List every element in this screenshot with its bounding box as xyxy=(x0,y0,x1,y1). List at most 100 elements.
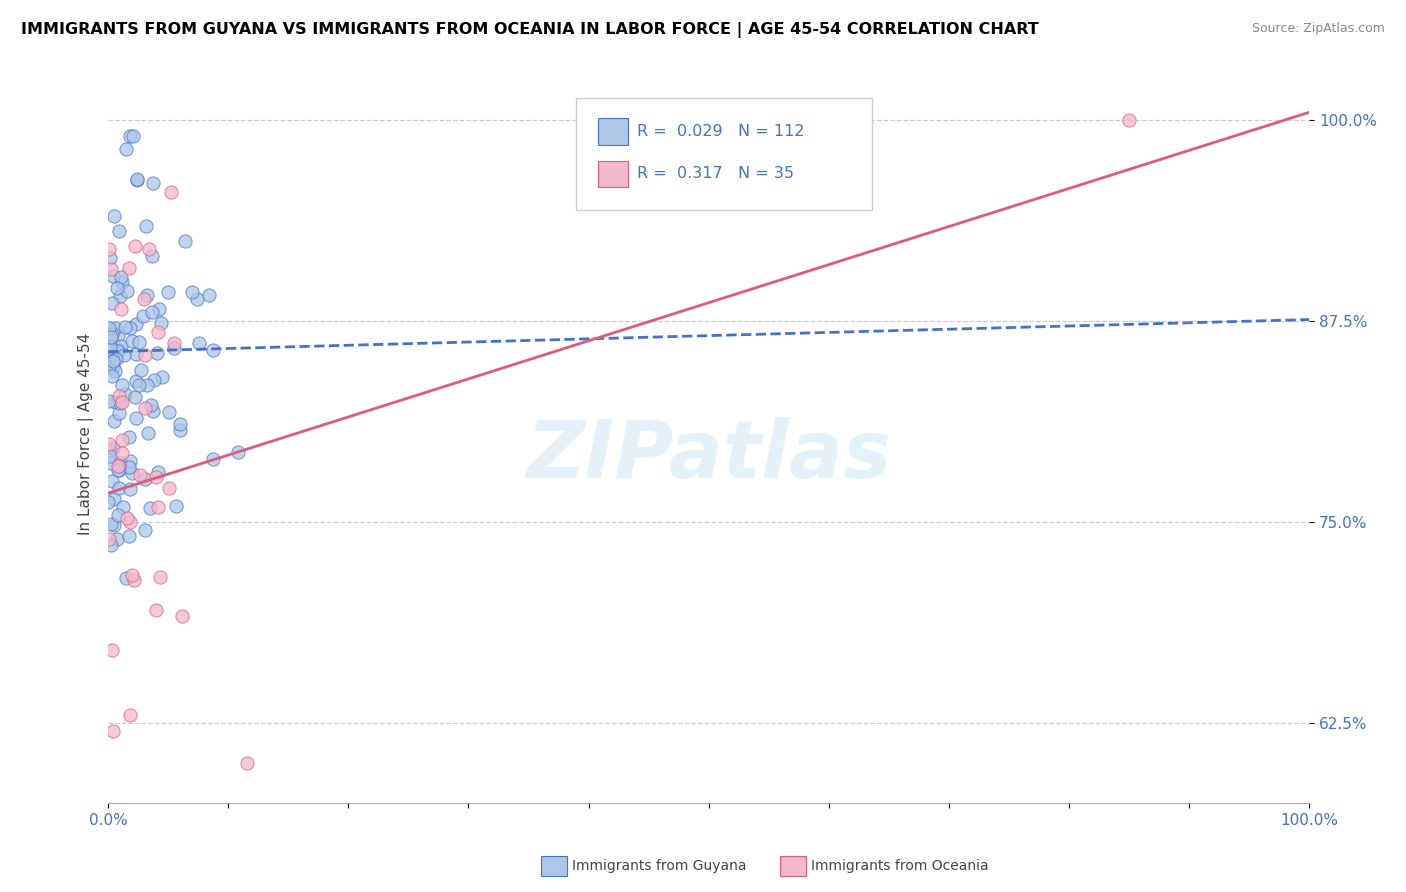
Point xyxy=(157,481,180,495)
Point xyxy=(111,378,134,392)
Point xyxy=(124,346,146,360)
Point xyxy=(98,251,121,265)
Point xyxy=(98,449,121,463)
Point xyxy=(100,516,122,531)
Text: Immigrants from Guyana: Immigrants from Guyana xyxy=(572,859,747,873)
Point xyxy=(136,378,159,392)
Text: R =  0.029   N = 112: R = 0.029 N = 112 xyxy=(637,124,804,138)
Point xyxy=(114,142,136,156)
Y-axis label: In Labor Force | Age 45-54: In Labor Force | Age 45-54 xyxy=(79,333,94,535)
Point xyxy=(163,342,186,356)
Text: ZIPatlas: ZIPatlas xyxy=(526,417,891,495)
Point xyxy=(141,305,163,319)
Point xyxy=(101,369,124,384)
Point xyxy=(107,328,129,343)
Point xyxy=(1118,113,1140,128)
Point xyxy=(101,327,124,342)
Point xyxy=(110,445,132,459)
Point xyxy=(118,261,141,276)
Point xyxy=(98,532,121,546)
Point xyxy=(103,360,125,375)
Point xyxy=(187,336,209,351)
Point xyxy=(145,603,167,617)
Point xyxy=(104,351,127,365)
Point xyxy=(107,463,129,477)
Point xyxy=(138,242,160,256)
Point xyxy=(157,404,180,418)
Point xyxy=(103,414,125,428)
Point xyxy=(148,301,170,316)
Point xyxy=(134,472,156,486)
Point xyxy=(150,369,173,384)
Point xyxy=(107,508,129,523)
Point xyxy=(110,433,132,447)
Point xyxy=(149,570,172,584)
Point xyxy=(132,309,155,323)
Point xyxy=(146,346,169,360)
Point xyxy=(101,442,124,456)
Text: R =  0.317   N = 35: R = 0.317 N = 35 xyxy=(637,167,794,181)
Point xyxy=(105,281,128,295)
Point xyxy=(115,571,138,585)
Point xyxy=(129,363,152,377)
Point xyxy=(163,335,186,350)
Point xyxy=(108,458,131,473)
Point xyxy=(115,511,138,525)
Point xyxy=(125,173,148,187)
Point xyxy=(124,317,146,331)
Point xyxy=(121,334,143,349)
Point xyxy=(110,339,132,353)
Point xyxy=(110,269,132,284)
Point xyxy=(101,474,124,488)
Point xyxy=(235,756,257,770)
Point xyxy=(141,249,163,263)
Point xyxy=(107,388,129,402)
Point xyxy=(111,275,134,289)
Point xyxy=(110,396,132,410)
Point xyxy=(98,339,121,353)
Point xyxy=(169,417,191,431)
Point xyxy=(104,321,127,335)
Point xyxy=(100,330,122,344)
Point xyxy=(181,285,204,300)
Point xyxy=(108,289,131,303)
Point xyxy=(120,707,142,722)
Point xyxy=(100,262,122,277)
Point xyxy=(128,467,150,482)
Point xyxy=(122,574,145,588)
Point xyxy=(98,343,121,358)
Point xyxy=(104,395,127,409)
Point xyxy=(145,469,167,483)
Point xyxy=(122,129,145,144)
Point xyxy=(107,344,129,359)
Point xyxy=(135,219,157,233)
Point xyxy=(128,378,150,392)
Point xyxy=(107,343,129,358)
Point xyxy=(118,129,141,144)
Point xyxy=(100,340,122,354)
Point xyxy=(100,538,122,552)
Point xyxy=(114,320,136,334)
Point xyxy=(142,404,165,418)
Point xyxy=(120,454,142,468)
Point xyxy=(100,295,122,310)
Point xyxy=(134,523,156,537)
Point xyxy=(139,500,162,515)
Point xyxy=(124,239,146,253)
Point xyxy=(202,343,225,358)
Point xyxy=(118,516,141,530)
Point xyxy=(97,339,120,353)
Point xyxy=(98,443,121,458)
Point xyxy=(104,352,127,367)
Point xyxy=(127,172,149,186)
Point xyxy=(112,348,135,362)
Point xyxy=(97,495,120,509)
Point xyxy=(103,269,125,284)
Point xyxy=(160,185,183,199)
Point xyxy=(98,436,121,450)
Point xyxy=(150,316,173,330)
Point xyxy=(156,285,179,299)
Point xyxy=(125,411,148,425)
Point xyxy=(118,429,141,443)
Point xyxy=(110,302,132,317)
